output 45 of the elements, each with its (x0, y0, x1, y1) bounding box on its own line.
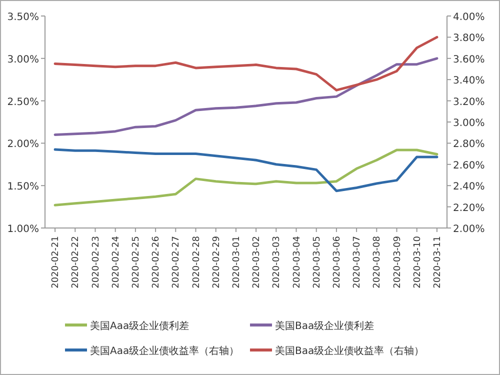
y-tick-label: 2.50% (7, 96, 39, 108)
y2-tick-label: 2.40% (453, 182, 485, 193)
y-tick-label: 3.50% (7, 12, 39, 23)
x-tick-label: 2020-03-02 (252, 236, 262, 288)
x-tick-label: 2020-03-04 (292, 236, 302, 288)
y-tick-label: 1.50% (7, 182, 39, 193)
line-series (54, 148, 438, 206)
legend-label: 美国Aaa级企业债收益率（右轴） (90, 345, 240, 357)
legend-label: 美国Aaa级企业债利差 (90, 320, 190, 332)
x-tick-label: 2020-03-08 (372, 236, 383, 288)
y2-tick-label: 3.80% (453, 33, 485, 44)
legend-label: 美国Baa级企业债利差 (275, 320, 374, 332)
x-tick-label: 2020-03-01 (232, 236, 242, 288)
y2-tick-label: 4.00% (453, 12, 485, 23)
x-tick-label: 2020-03-10 (412, 236, 423, 288)
y2-tick-label: 2.80% (453, 139, 485, 150)
x-tick-label: 2020-02-22 (71, 236, 82, 288)
x-tick-label: 2020-03-05 (312, 236, 322, 288)
x-tick-label: 2020-02-27 (172, 236, 182, 288)
x-tick-label: 2020-02-29 (212, 236, 222, 288)
x-tick-label: 2020-03-09 (392, 236, 403, 288)
x-tick-label: 2020-03-06 (332, 236, 342, 288)
y2-tick-label: 3.60% (453, 54, 485, 66)
line-series (54, 148, 438, 192)
y2-tick-label: 3.40% (453, 76, 485, 87)
x-tick-label: 2020-02-24 (111, 236, 122, 288)
y2-tick-label: 2.00% (453, 224, 485, 235)
x-tick-label: 2020-03-07 (352, 236, 363, 288)
x-tick-label: 2020-03-03 (272, 236, 282, 288)
x-tick-label: 2020-02-23 (91, 236, 102, 288)
y2-tick-label: 3.20% (453, 96, 485, 108)
y2-tick-label: 2.20% (453, 202, 485, 214)
legend-label: 美国Baa级企业债收益率（右轴） (275, 345, 424, 357)
y-tick-label: 3.00% (7, 54, 39, 66)
x-tick-label: 2020-02-28 (192, 236, 202, 288)
x-tick-label: 2020-02-21 (51, 236, 62, 288)
y2-tick-label: 3.00% (453, 118, 485, 129)
x-tick-label: 2020-03-11 (432, 236, 443, 288)
line-series (54, 36, 438, 92)
line-series (54, 57, 438, 136)
y-tick-label: 1.00% (7, 224, 39, 235)
y2-tick-label: 2.60% (453, 160, 485, 172)
y-tick-label: 2.00% (7, 139, 39, 150)
x-tick-label: 2020-02-25 (131, 236, 142, 288)
x-tick-label: 2020-02-26 (152, 236, 162, 288)
